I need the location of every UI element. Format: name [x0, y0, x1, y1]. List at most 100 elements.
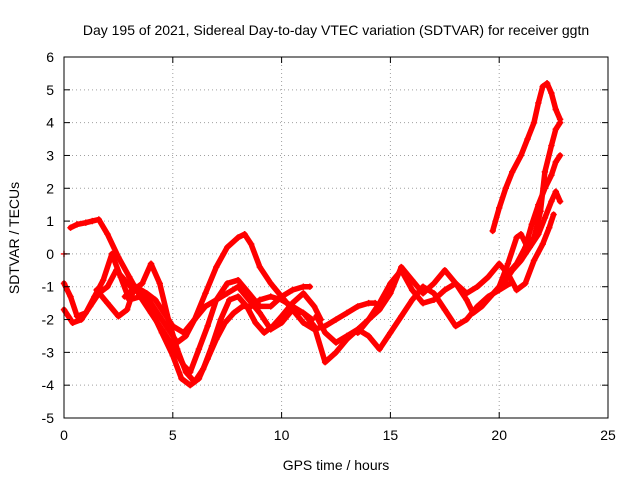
data-point	[463, 296, 470, 304]
y-tick-label: 4	[46, 115, 54, 131]
data-point	[478, 303, 485, 310]
data-point	[496, 260, 503, 267]
data-point	[156, 313, 163, 320]
data-point	[419, 299, 427, 307]
data-point	[180, 329, 187, 336]
data-point	[121, 293, 129, 300]
data-point	[548, 198, 555, 205]
data-point	[550, 211, 557, 218]
data-point	[387, 290, 394, 297]
y-tick-label: 5	[46, 82, 54, 98]
y-tick-label: -2	[42, 312, 55, 328]
data-point	[552, 188, 559, 195]
data-point	[67, 293, 74, 300]
data-point	[365, 316, 372, 323]
data-point	[513, 286, 520, 294]
data-point	[187, 381, 194, 389]
data-point	[306, 283, 314, 290]
data-point	[509, 168, 516, 176]
data-point	[152, 296, 159, 304]
data-point	[104, 231, 111, 238]
data-point	[552, 126, 559, 133]
data-point	[95, 216, 103, 223]
data-point	[300, 319, 307, 327]
data-point	[200, 365, 207, 372]
data-point	[230, 309, 237, 317]
data-point	[419, 290, 427, 297]
data-point	[182, 368, 190, 376]
x-tick-label: 25	[600, 427, 616, 443]
data-point	[104, 299, 111, 307]
data-point	[311, 322, 318, 330]
data-point	[530, 257, 538, 264]
data-point	[546, 224, 553, 231]
plot-frame	[63, 56, 609, 419]
data-point	[517, 257, 525, 264]
data-point	[539, 83, 546, 90]
data-point	[463, 316, 470, 323]
data-point	[441, 286, 448, 294]
data-point	[256, 263, 264, 271]
data-point	[517, 231, 525, 238]
data-point	[548, 171, 555, 179]
data-point	[208, 342, 216, 349]
data-point	[139, 280, 146, 287]
data-point	[496, 204, 503, 212]
data-point	[247, 240, 255, 248]
data-point	[354, 329, 361, 336]
data-point	[202, 290, 209, 297]
data-point	[267, 293, 274, 300]
data-point	[224, 290, 231, 297]
data-point	[234, 234, 242, 241]
y-tick-label: 2	[46, 180, 54, 196]
data-point	[365, 299, 372, 307]
data-point	[474, 283, 481, 290]
data-point	[165, 326, 172, 333]
data-point	[191, 316, 198, 323]
data-point	[535, 99, 542, 107]
data-point	[441, 306, 448, 313]
data-point	[147, 260, 155, 267]
x-tick-label: 5	[169, 427, 177, 443]
data-point	[234, 276, 242, 284]
data-point	[552, 158, 559, 166]
y-axis-title: SDTVAR / TECUs	[6, 182, 22, 294]
data-point	[343, 332, 351, 340]
data-point	[365, 332, 372, 340]
series-line	[61, 251, 315, 388]
data-point	[67, 224, 74, 231]
data-point	[528, 221, 536, 228]
data-point	[267, 326, 274, 333]
data-point	[143, 290, 150, 297]
data-point	[408, 296, 416, 304]
data-point	[556, 152, 564, 159]
data-point	[213, 296, 220, 304]
y-tick-label: 6	[46, 49, 54, 65]
data-point	[160, 309, 168, 317]
data-point	[441, 267, 448, 274]
data-point	[556, 119, 564, 126]
data-point	[430, 296, 438, 304]
data-point	[522, 280, 529, 287]
data-point	[108, 250, 116, 258]
data-point	[430, 280, 438, 287]
data-point	[300, 290, 307, 297]
data-point	[300, 283, 307, 290]
data-point	[552, 106, 559, 113]
data-point	[548, 89, 555, 97]
data-point	[73, 221, 81, 228]
data-point	[469, 309, 477, 317]
y-tick-label: -4	[42, 377, 55, 393]
data-point	[121, 276, 129, 284]
data-point	[408, 276, 416, 284]
axis-ticks: 0 5 10 15 20 25 -5 -4 -3 -2 -1 0 1 2 3 4 5 6	[42, 49, 616, 443]
data-point	[245, 296, 253, 304]
data-point	[278, 293, 285, 300]
data-point	[169, 322, 176, 330]
data-point	[132, 283, 140, 290]
y-tick-label: 1	[46, 213, 54, 229]
data-point	[267, 280, 274, 287]
data-point	[104, 283, 111, 290]
data-point	[535, 231, 542, 238]
data-point	[226, 296, 233, 304]
